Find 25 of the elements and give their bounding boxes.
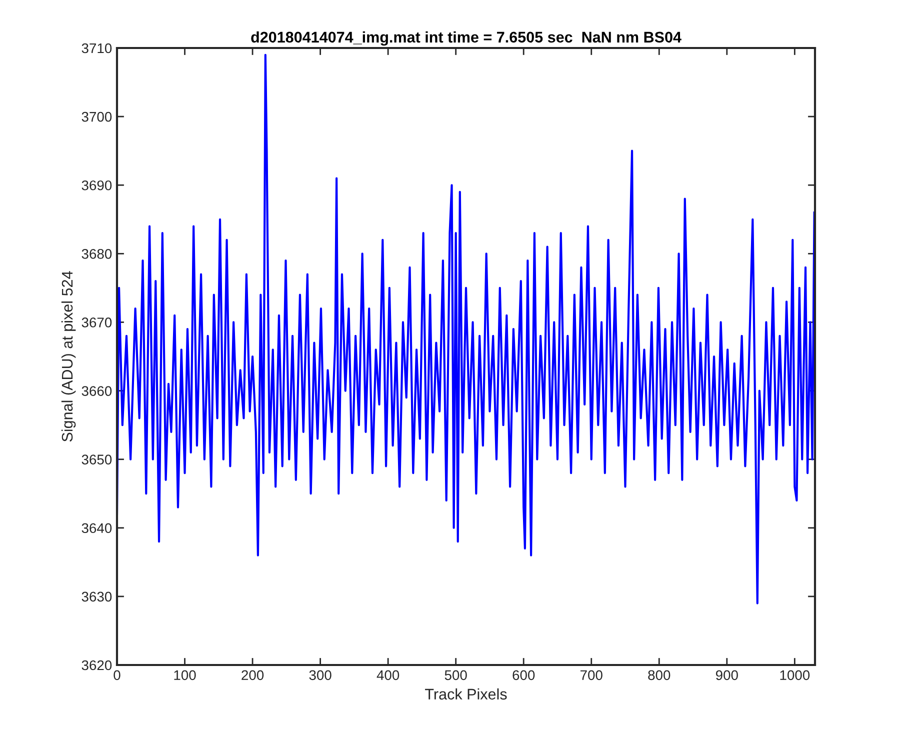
y-tick-label: 3640 (82, 523, 112, 534)
y-tick-label: 3700 (82, 112, 112, 122)
y-tick-label: 3620 (82, 660, 112, 670)
x-tick-label: 500 (444, 670, 467, 680)
y-tick-label: 3680 (82, 249, 112, 259)
y-tick-label: 3650 (82, 454, 112, 465)
y-axis-title: Signal (ADU) at pixel 524 (61, 271, 76, 442)
y-tick-label: 3690 (82, 180, 112, 190)
x-tick-label: 800 (648, 670, 670, 680)
y-tick-label: 3670 (82, 318, 112, 328)
x-tick-label: 400 (376, 670, 400, 680)
x-tick-label: 600 (512, 670, 535, 680)
x-tick-label: 200 (242, 670, 264, 680)
x-tick-label: 100 (174, 670, 196, 680)
x-tick-label: 0 (114, 670, 120, 680)
y-tick-label: 3660 (82, 386, 112, 396)
chart-title: d20180414074_img.mat int time = 7.6505 sec NaN nm BS04 (251, 31, 682, 46)
x-tick-label: 700 (580, 670, 602, 680)
y-tick-label: 3710 (82, 43, 112, 54)
line-series (117, 54, 815, 604)
y-tick-label: 3630 (82, 592, 112, 602)
x-tick-label: 900 (716, 670, 738, 680)
x-axis-title: Track Pixels (425, 688, 507, 700)
x-tick-label: 1000 (780, 670, 810, 680)
x-tick-label: 300 (309, 670, 332, 680)
